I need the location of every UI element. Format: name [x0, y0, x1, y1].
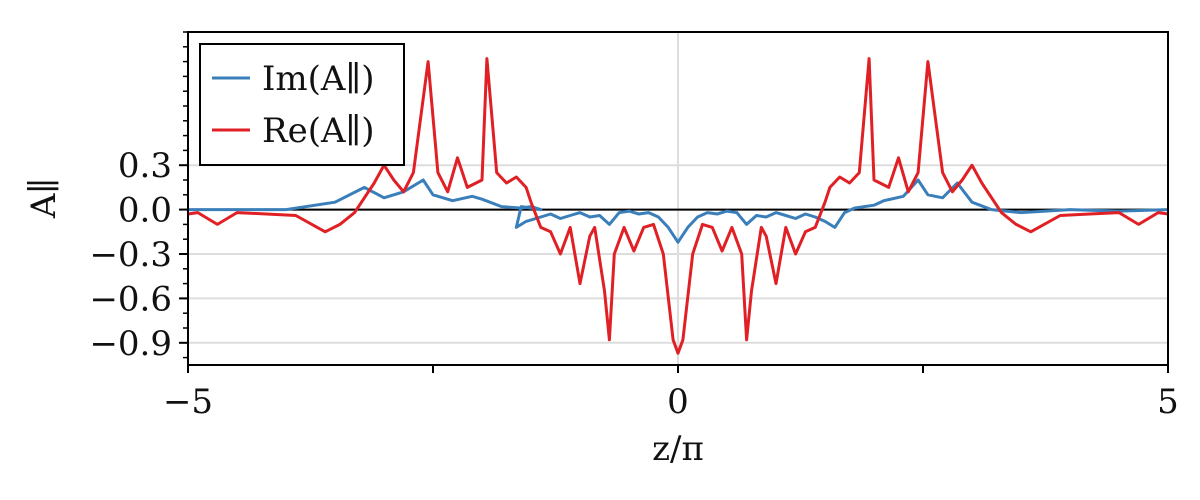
x-tick-label: 5: [1157, 382, 1179, 422]
series-layer: [187, 57, 1169, 355]
x-tick-label: −5: [163, 382, 213, 422]
x-tick-label: 0: [667, 382, 689, 422]
y-tick-label: −0.3: [89, 235, 172, 275]
y-tick-label: −0.9: [89, 324, 172, 364]
legend: Im(A∥) Re(A∥): [199, 43, 405, 166]
y-tick-label: −0.6: [89, 279, 172, 319]
legend-label-re: Re(A∥): [262, 111, 375, 151]
series-line-1: [187, 57, 1169, 355]
y-tick-label: 0.0: [118, 191, 172, 231]
series-line-0: [188, 178, 1169, 244]
legend-box: [199, 43, 405, 166]
y-axis-label: A∥: [24, 178, 64, 219]
x-axis-label: z/π: [652, 429, 704, 469]
y-axis-ticks: −0.9 −0.6−0.30.0 0.3: [89, 31, 188, 364]
x-axis-ticks: −5 0 5: [163, 365, 1179, 422]
y-tick-label: 0.3: [118, 146, 172, 186]
legend-label-im: Im(A∥): [262, 59, 374, 99]
